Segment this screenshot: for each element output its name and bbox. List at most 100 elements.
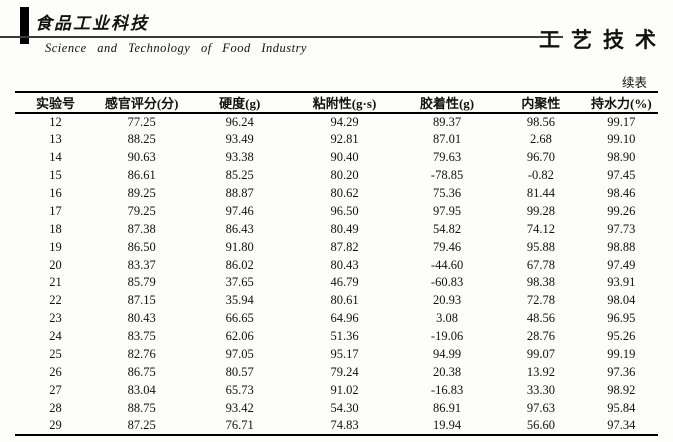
table-cell: 79.46 bbox=[432, 239, 462, 254]
table-cell: 82.76 bbox=[127, 347, 156, 362]
table-cell: 93.91 bbox=[607, 275, 636, 290]
table-cell: 97.05 bbox=[225, 347, 254, 362]
table-cell: 48.56 bbox=[526, 311, 555, 326]
table-cell: 94.29 bbox=[330, 114, 359, 129]
table-cell: 87.01 bbox=[432, 132, 462, 147]
table-cell: 98.46 bbox=[607, 186, 636, 200]
table-row: 23 80.43 66.65 64.96 3.08 48.56 96.95 bbox=[15, 310, 658, 328]
table-cell: 93.42 bbox=[225, 400, 254, 415]
table-cell: 89.25 bbox=[127, 186, 156, 200]
table-cell: 13.92 bbox=[526, 364, 555, 379]
table-cell: 17 bbox=[49, 203, 62, 218]
column-header: 粘附性(g·s) bbox=[312, 96, 377, 111]
masthead-rule bbox=[0, 36, 563, 38]
table-cell: 29 bbox=[49, 418, 62, 433]
table-cell: 2.68 bbox=[529, 132, 552, 147]
table-cell: 74.12 bbox=[526, 221, 555, 236]
table-row: 14 90.63 93.38 90.40 79.63 96.70 98.90 bbox=[15, 149, 658, 167]
table-cell: 26 bbox=[49, 364, 62, 379]
table-cell: 64.96 bbox=[330, 311, 359, 326]
table-cell: 79.25 bbox=[127, 203, 156, 218]
table-cell: 12 bbox=[49, 114, 62, 129]
table-cell: 90.63 bbox=[127, 150, 156, 165]
journal-name-en: Science and Technology of Food Industry bbox=[45, 41, 307, 55]
table-cell: 3.08 bbox=[436, 311, 458, 326]
table-cell: 99.19 bbox=[607, 347, 636, 362]
table-cell: 86.91 bbox=[432, 400, 462, 415]
table-cell: 91.02 bbox=[330, 382, 359, 397]
table-row: 29 87.25 76.71 74.83 19.94 56.60 97.34 bbox=[15, 417, 658, 435]
table-cell: 16 bbox=[49, 186, 62, 200]
table-cell: 98.92 bbox=[607, 382, 636, 397]
column-header: 硬度(g) bbox=[219, 96, 261, 111]
section-title: 工艺技术 bbox=[539, 28, 667, 52]
table-cell: 72.78 bbox=[526, 293, 555, 308]
table-cell: 98.56 bbox=[526, 114, 555, 129]
table-row: 12 77.25 96.24 94.29 89.37 98.56 99.17 bbox=[15, 113, 658, 131]
table-row: 20 83.37 86.02 80.43 -44.60 67.78 97.49 bbox=[15, 256, 658, 274]
table-cell: 99.26 bbox=[607, 203, 636, 218]
table-row: 22 87.15 35.94 80.61 20.93 72.78 98.04 bbox=[15, 292, 658, 310]
table-row: 17 79.25 97.46 96.50 97.95 99.28 99.26 bbox=[15, 202, 658, 220]
continued-table-label: 续表 bbox=[621, 76, 647, 90]
table-cell: 66.65 bbox=[225, 311, 254, 326]
table-cell: 81.44 bbox=[526, 186, 555, 200]
table-cell: -60.83 bbox=[430, 275, 464, 290]
table-row: 28 88.75 93.42 54.30 86.91 97.63 95.84 bbox=[15, 399, 658, 417]
results-table: 实验号 感官评分(分) 硬度(g) 粘附性(g·s) 胶着性(g) 内聚性 持水力(%) 1… bbox=[15, 91, 658, 437]
table-cell: 88.25 bbox=[127, 132, 156, 147]
table-cell: 89.37 bbox=[432, 114, 462, 129]
table-cell: 14 bbox=[49, 150, 62, 165]
table-cell: 98.88 bbox=[607, 239, 636, 254]
table-cell: 86.61 bbox=[127, 168, 156, 183]
table-cell: 46.79 bbox=[330, 275, 359, 290]
table-cell: 93.38 bbox=[225, 150, 254, 165]
table-cell: 20.93 bbox=[432, 293, 462, 308]
table-row: 24 83.75 62.06 51.36 -19.06 28.76 95.26 bbox=[15, 328, 658, 346]
table-cell: -44.60 bbox=[430, 257, 464, 272]
table-cell: 77.25 bbox=[127, 114, 156, 129]
table-cell: 80.43 bbox=[330, 257, 359, 272]
table-cell: 99.17 bbox=[607, 114, 636, 129]
table-cell: 54.30 bbox=[330, 400, 359, 415]
table-cell: 97.63 bbox=[526, 400, 555, 415]
table-cell: 92.81 bbox=[330, 132, 359, 147]
table-cell: 87.25 bbox=[127, 418, 156, 433]
table-row: 27 83.04 65.73 91.02 -16.83 33.30 98.92 bbox=[15, 381, 658, 399]
column-header: 胶着性(g) bbox=[419, 96, 475, 111]
table-cell: 95.84 bbox=[607, 400, 636, 415]
table-cell: 91.80 bbox=[225, 239, 254, 254]
table-cell: 97.46 bbox=[225, 203, 254, 218]
table-cell: 51.36 bbox=[330, 329, 359, 344]
table-cell: 33.30 bbox=[526, 382, 555, 397]
masthead-bar bbox=[20, 7, 29, 44]
table-row: 19 86.50 91.80 87.82 79.46 95.88 98.88 bbox=[15, 238, 658, 256]
table-cell: 28.76 bbox=[526, 329, 555, 344]
table-cell: 22 bbox=[49, 293, 62, 308]
table-cell: 97.73 bbox=[607, 221, 636, 236]
table-cell: 97.36 bbox=[607, 364, 636, 379]
table-cell: 35.94 bbox=[225, 293, 254, 308]
column-header: 感官评分(分) bbox=[104, 96, 179, 111]
table-cell: 19.94 bbox=[432, 418, 462, 433]
table-cell: 95.88 bbox=[526, 239, 555, 254]
table-cell: 13 bbox=[49, 132, 62, 147]
table-cell: 62.06 bbox=[225, 329, 254, 344]
table-cell: 75.36 bbox=[432, 186, 462, 200]
table-cell: 86.75 bbox=[127, 364, 156, 379]
table-cell: 76.71 bbox=[225, 418, 254, 433]
table-cell: 97.95 bbox=[432, 203, 462, 218]
table-cell: 95.26 bbox=[607, 329, 636, 344]
table-cell: 90.40 bbox=[330, 150, 359, 165]
column-header: 实验号 bbox=[36, 96, 76, 111]
table-cell: 79.24 bbox=[330, 364, 359, 379]
table-cell: 20.38 bbox=[432, 364, 462, 379]
table-cell: 97.49 bbox=[607, 257, 636, 272]
table-cell: 83.75 bbox=[127, 329, 156, 344]
table-cell: 80.61 bbox=[330, 293, 359, 308]
column-header: 内聚性 bbox=[521, 96, 561, 111]
table-row: 21 85.79 37.65 46.79 -60.83 98.38 93.91 bbox=[15, 274, 658, 292]
table-cell: 88.87 bbox=[225, 186, 254, 200]
table-cell: 99.10 bbox=[607, 132, 636, 147]
table-row: 15 86.61 85.25 80.20 -78.85 -0.82 97.45 bbox=[15, 167, 658, 185]
